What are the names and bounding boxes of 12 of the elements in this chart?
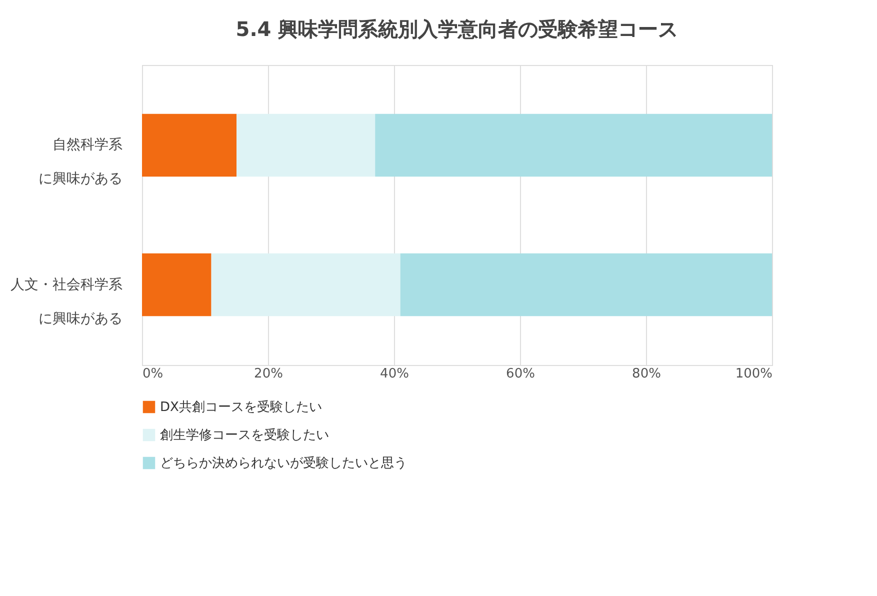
x-tick-label: 100%	[735, 366, 772, 382]
legend-label: 創生学修コースを受験したい	[160, 428, 329, 443]
legend-label: どちらか決められないが受験したいと思う	[160, 456, 407, 471]
x-tick-label: 40%	[380, 366, 409, 382]
legend-label: DX共創コースを受験したい	[160, 400, 322, 415]
x-tick-label: 0%	[142, 366, 164, 382]
chart-title: 5.4 興味学問系統別入学意向者の受験希望コース	[236, 17, 678, 41]
x-tick-label: 20%	[254, 366, 283, 382]
x-tick-label: 60%	[506, 366, 535, 382]
category-label: 人文・社会科学系に興味がある	[10, 276, 122, 327]
x-tick-label: 80%	[632, 366, 661, 382]
category-label: 自然科学系に興味がある	[38, 137, 122, 188]
